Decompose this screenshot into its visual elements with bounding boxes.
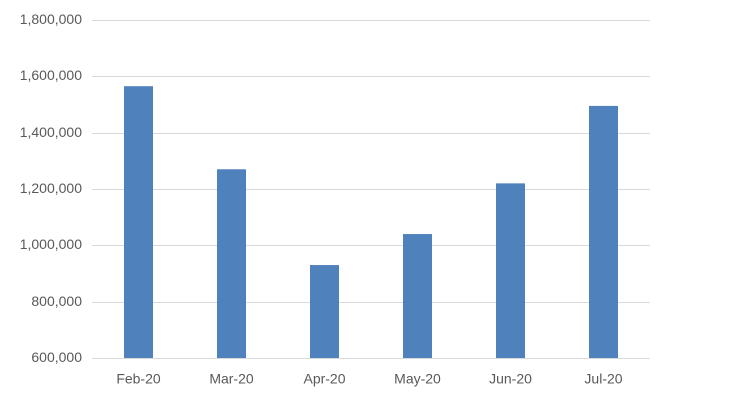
bar — [217, 169, 246, 358]
x-tick-label: Jul-20 — [584, 371, 622, 387]
x-tick-label: Apr-20 — [303, 371, 345, 387]
y-tick-label: 1,200,000 — [20, 180, 82, 196]
y-tick-label: 600,000 — [31, 349, 82, 365]
bar — [124, 86, 153, 359]
y-tick-label: 1,000,000 — [20, 236, 82, 252]
bar — [310, 265, 339, 358]
x-tick-label: May-20 — [394, 371, 441, 387]
x-tick-label: Jun-20 — [489, 371, 532, 387]
x-tick-label: Feb-20 — [116, 371, 161, 387]
y-tick-label: 1,600,000 — [20, 67, 82, 83]
y-tick-label: 1,800,000 — [20, 11, 82, 27]
bar — [403, 234, 432, 358]
y-tick-label: 1,400,000 — [20, 124, 82, 140]
bar — [496, 183, 525, 358]
x-tick-label: Mar-20 — [209, 371, 254, 387]
y-tick-label: 800,000 — [31, 293, 82, 309]
bar — [589, 105, 618, 359]
